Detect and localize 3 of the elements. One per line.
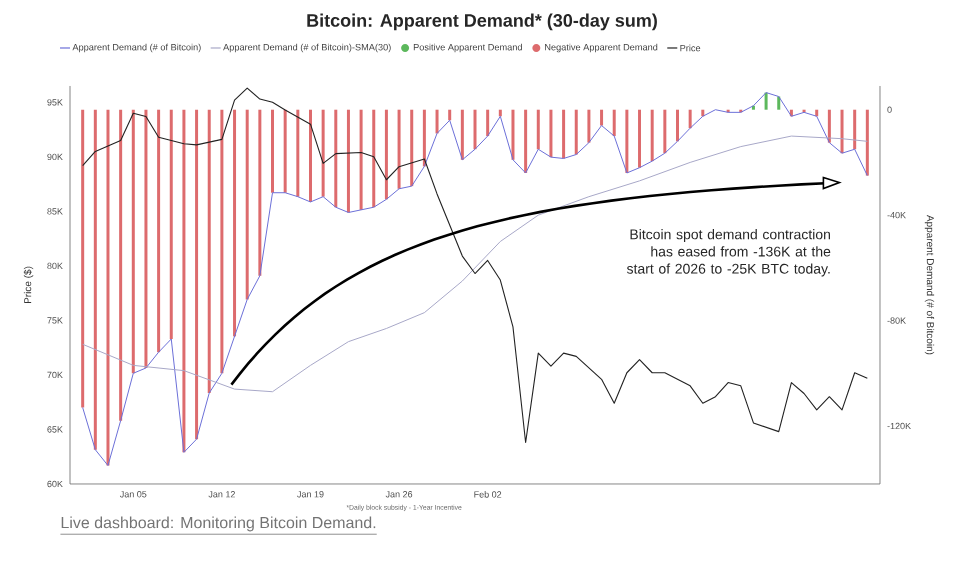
chart-title: Bitcoin: Apparent Demand* (30-day sum) [307,13,657,31]
text: Live dashboard: Monitoring Bitcoin Demand. [61,516,376,532]
line-series [82,135,868,393]
